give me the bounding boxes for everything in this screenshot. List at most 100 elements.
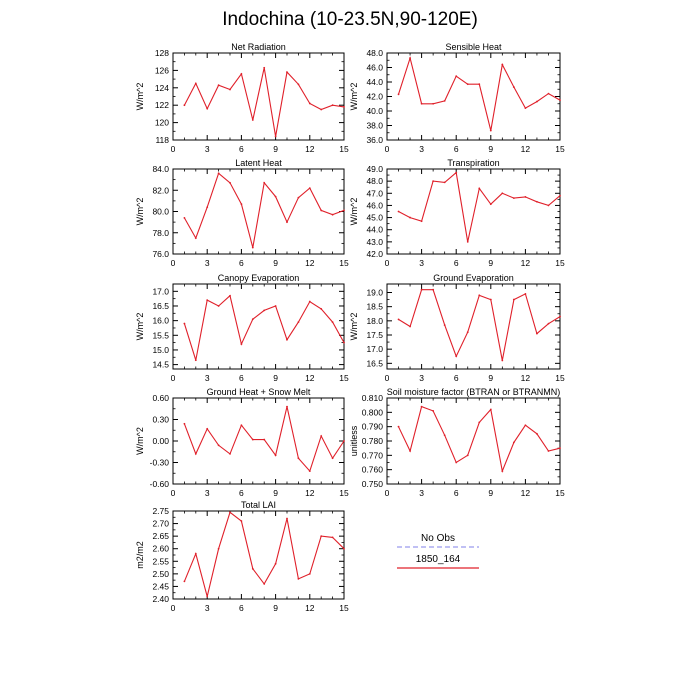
- soil-moisture-factor-btran-or-btranmn-xtick-label: 3: [419, 488, 424, 498]
- ground-evaporation-xtick-label: 6: [454, 373, 459, 383]
- total-lai-point: [297, 577, 300, 580]
- latent-heat-ytick-label: 84.0: [152, 164, 169, 174]
- soil-moisture-factor-btran-or-btranmn-title: Soil moisture factor (BTRAN or BTRANMN): [387, 387, 561, 397]
- latent-heat-ytick-label: 78.0: [152, 228, 169, 238]
- ground-evaporation-point: [501, 359, 504, 362]
- sensible-heat-ytick-label: 46.0: [366, 63, 383, 73]
- transpiration-point: [536, 200, 538, 203]
- ground-heat-snow-melt-xtick-label: 12: [305, 488, 315, 498]
- latent-heat-ytick-label: 80.0: [152, 207, 169, 217]
- legend-label: 1850_164: [416, 554, 461, 565]
- sensible-heat-ytick-label: 38.0: [366, 121, 383, 131]
- canopy-evaporation-ylabel: W/m^2: [135, 313, 145, 341]
- ground-heat-snow-melt-ytick-label: 0.60: [152, 393, 169, 403]
- ground-evaporation-point: [489, 298, 492, 301]
- transpiration-ylabel: W/m^2: [349, 198, 359, 226]
- transpiration-point: [420, 220, 423, 223]
- panel-ground-evaporation: 0 3 6 9 12 15 16.5 17.0 17.5 18.0 18.5 19.0 Ground E…: [349, 273, 565, 383]
- net-radiation-series-line: [183, 67, 345, 137]
- net-radiation-point: [274, 135, 277, 138]
- transpiration-xtick-label: 6: [454, 258, 459, 268]
- ground-evaporation-point: [409, 325, 411, 328]
- transpiration-point: [466, 240, 469, 243]
- ground-evaporation-ytick-label: 19.0: [366, 288, 383, 298]
- ground-evaporation-xtick-label: 12: [521, 373, 531, 383]
- ground-evaporation-point: [432, 288, 435, 291]
- canopy-evaporation-ytick-label: 16.5: [152, 301, 169, 311]
- canopy-evaporation-point: [217, 305, 220, 307]
- canopy-evaporation-point: [331, 321, 334, 324]
- canopy-evaporation-ytick-label: 17.0: [152, 286, 169, 296]
- total-lai-frame: [172, 510, 345, 600]
- total-lai-point: [308, 572, 311, 575]
- ground-heat-snow-melt-frame: [172, 397, 345, 485]
- net-radiation-point: [286, 71, 288, 74]
- net-radiation-title: Net Radiation: [231, 42, 286, 52]
- canopy-evaporation-xtick-label: 3: [205, 373, 210, 383]
- transpiration-xtick-label: 0: [385, 258, 390, 268]
- sensible-heat-point: [547, 92, 550, 95]
- total-lai-point: [263, 583, 266, 585]
- net-radiation-xtick-label: 12: [305, 144, 315, 154]
- ground-heat-snow-melt-xtick-label: 3: [205, 488, 210, 498]
- latent-heat-point: [343, 209, 345, 212]
- soil-moisture-factor-btran-or-btranmn-point: [501, 470, 504, 472]
- latent-heat-point: [263, 181, 266, 184]
- net-radiation-point: [308, 102, 311, 105]
- latent-heat-point: [308, 187, 311, 190]
- transpiration-ytick-label: 47.0: [366, 188, 383, 198]
- transpiration-ytick-label: 45.0: [366, 213, 383, 223]
- soil-moisture-factor-btran-or-btranmn-xtick-label: 0: [385, 488, 390, 498]
- net-radiation-xtick-label: 3: [205, 144, 210, 154]
- sensible-heat-point: [524, 107, 527, 109]
- canopy-evaporation-xtick-label: 12: [305, 373, 315, 383]
- transpiration-ytick-label: 43.0: [366, 237, 383, 247]
- canopy-evaporation-point: [263, 309, 266, 312]
- latent-heat-xtick-label: 12: [305, 258, 315, 268]
- canopy-evaporation-point: [194, 359, 197, 362]
- legend-label: No Obs: [421, 533, 455, 544]
- panel-net-radiation: 0 3 6 9 12 15 118 120 122 124 126 128 Net Radiation W…: [135, 42, 349, 154]
- sensible-heat-ytick-label: 40.0: [366, 106, 383, 116]
- latent-heat-xtick-label: 9: [273, 258, 278, 268]
- net-radiation-point: [229, 88, 231, 91]
- canopy-evaporation-point: [274, 305, 277, 307]
- canopy-evaporation-xtick-label: 6: [239, 373, 244, 383]
- soil-moisture-factor-btran-or-btranmn-series-line: [398, 405, 561, 474]
- total-lai-point: [206, 595, 209, 598]
- total-lai-title: Total LAI: [241, 500, 276, 510]
- transpiration-xtick-label: 12: [521, 258, 531, 268]
- ground-evaporation-ytick-label: 17.5: [366, 330, 383, 340]
- canopy-evaporation-xtick-label: 9: [273, 373, 278, 383]
- ground-heat-snow-melt-point: [297, 457, 300, 460]
- ground-evaporation-point: [512, 298, 515, 301]
- ground-heat-snow-melt-point: [308, 470, 311, 472]
- soil-moisture-factor-btran-or-btranmn-ytick-label: 0.750: [362, 479, 384, 489]
- soil-moisture-factor-btran-or-btranmn-ylabel: unitless: [349, 425, 359, 456]
- sensible-heat-point: [501, 63, 504, 66]
- sensible-heat-point: [420, 102, 423, 105]
- total-lai-xtick-label: 9: [273, 603, 278, 613]
- ground-evaporation-xtick-label: 3: [419, 373, 424, 383]
- sensible-heat-point: [478, 83, 481, 86]
- canopy-evaporation-point: [206, 299, 209, 302]
- canopy-evaporation-series-line: [183, 294, 345, 361]
- canopy-evaporation-xtick-label: 0: [171, 373, 176, 383]
- latent-heat-point: [286, 221, 288, 224]
- canopy-evaporation-frame: [172, 283, 345, 370]
- ground-heat-snow-melt-point: [331, 457, 334, 460]
- net-radiation-point: [343, 106, 345, 108]
- net-radiation-point: [320, 108, 323, 111]
- transpiration-point: [489, 203, 492, 206]
- sensible-heat-point: [397, 93, 400, 96]
- legend: No Obs 1850_164: [397, 533, 479, 569]
- canopy-evaporation-point: [240, 343, 243, 345]
- canopy-evaporation-point: [297, 321, 300, 324]
- panel-canopy-evaporation: 0 3 6 9 12 15 14.5 15.0 15.5 16.0 16.5 17.0 Canopy E…: [135, 273, 349, 383]
- total-lai-point: [183, 580, 186, 583]
- figure-title: Indochina (10-23.5N,90-120E): [222, 9, 478, 30]
- ground-evaporation-point: [420, 288, 423, 291]
- transpiration-point: [524, 196, 527, 198]
- ground-heat-snow-melt-xtick-label: 6: [239, 488, 244, 498]
